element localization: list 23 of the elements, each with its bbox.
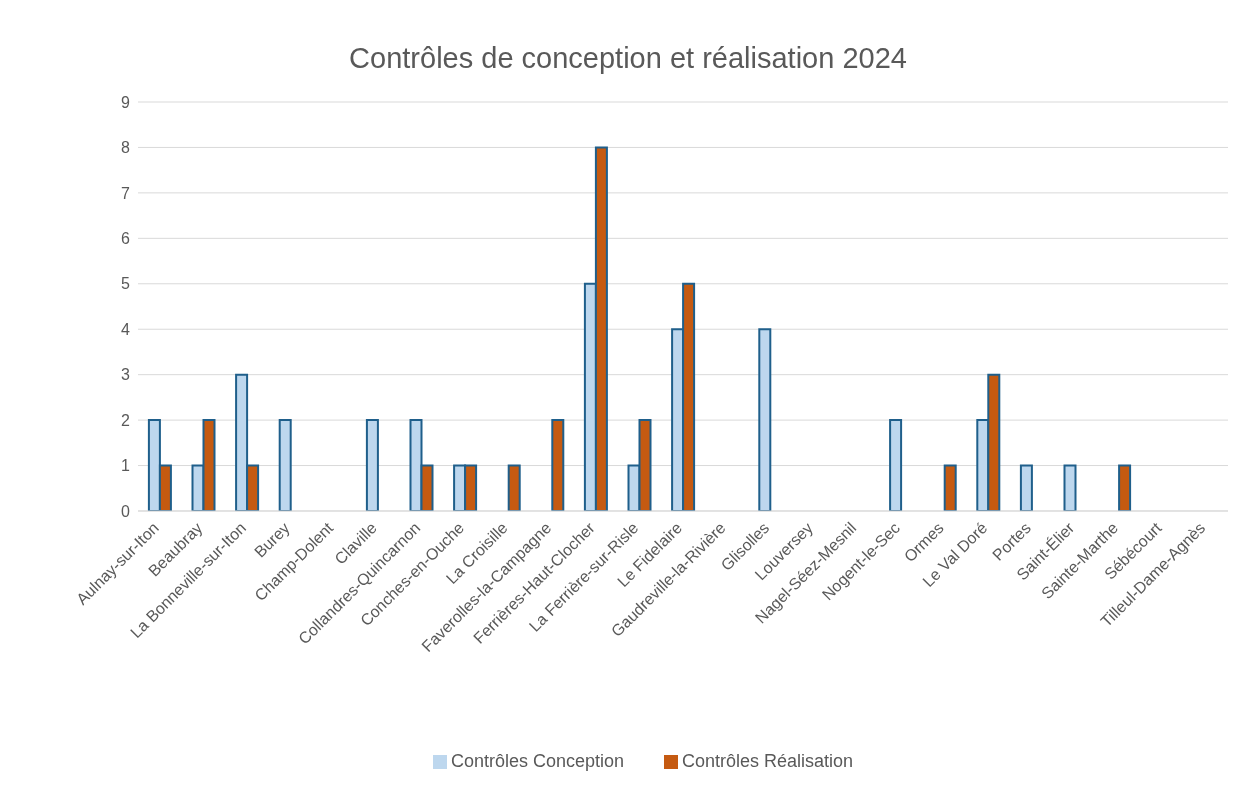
bar <box>943 464 957 511</box>
y-tick-label: 5 <box>121 275 131 293</box>
bar <box>1019 464 1033 511</box>
y-tick-label: 6 <box>121 230 131 248</box>
legend-label: Contrôles Réalisation <box>682 751 854 771</box>
y-tick-label: 8 <box>121 139 131 157</box>
y-tick-label: 7 <box>121 184 131 202</box>
y-tick-label: 3 <box>121 366 131 384</box>
y-tick-label: 1 <box>121 457 131 475</box>
bar <box>758 328 772 511</box>
y-tick-label: 4 <box>121 320 131 338</box>
legend-label: Contrôles Conception <box>450 751 624 771</box>
bar <box>1118 464 1132 511</box>
y-tick-label: 2 <box>121 411 131 429</box>
bar <box>278 419 292 511</box>
bar <box>889 419 903 511</box>
bar <box>1063 464 1077 511</box>
bar <box>507 464 521 511</box>
bar <box>365 419 379 511</box>
bar <box>551 419 565 511</box>
chart-title: Contrôles de conception et réalisation 2024 <box>348 41 908 76</box>
y-tick-label: 0 <box>121 502 131 520</box>
y-tick-label: 9 <box>121 93 131 111</box>
